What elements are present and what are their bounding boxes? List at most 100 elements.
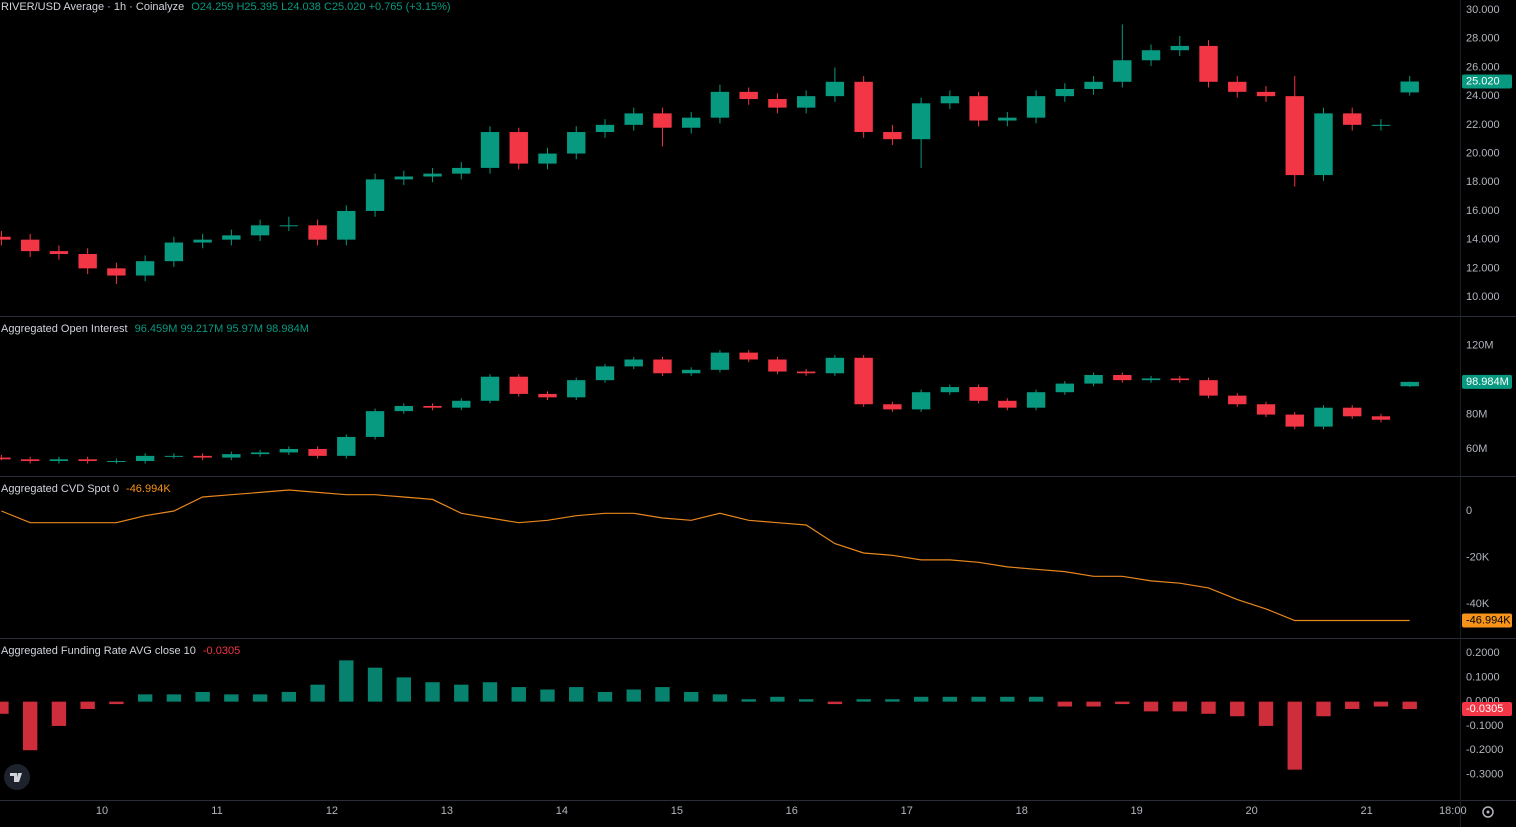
candle-body: [624, 113, 643, 125]
funding-bar: [166, 694, 182, 702]
funding-bar: [770, 696, 785, 702]
candle-body: [279, 225, 299, 227]
funding-bar: [1143, 701, 1159, 712]
x-tick-label: 17: [901, 805, 913, 817]
candle-body: [1084, 374, 1103, 384]
candle-body: [394, 405, 413, 412]
funding-bar: [827, 701, 843, 705]
last-value-badge: [1462, 702, 1512, 717]
y-tick-label: 24.000: [1466, 90, 1500, 102]
funding-bar: [339, 660, 354, 702]
y-tick-label: 0.1000: [1466, 671, 1500, 683]
candle-body: [1400, 81, 1419, 93]
x-tick-label: 18:00: [1439, 805, 1467, 817]
pane-title: Aggregated Funding Rate AVG close 10: [1, 645, 196, 657]
funding-bar: [1345, 701, 1360, 709]
candle-body: [1285, 96, 1304, 176]
candle-body: [0, 236, 11, 240]
last-value-label: -0.0305: [1466, 703, 1503, 715]
candle-body: [78, 459, 97, 462]
candle-body: [1170, 378, 1189, 381]
candle-body: [480, 376, 500, 401]
y-tick-label: 22.000: [1466, 119, 1500, 131]
funding-bar: [396, 677, 411, 702]
gear-center[interactable]: [1486, 810, 1490, 814]
funding-bar: [511, 687, 526, 702]
candle-body: [452, 400, 471, 408]
pane-title: Aggregated CVD Spot 0: [1, 483, 119, 495]
x-tick-label: 21: [1360, 805, 1372, 817]
funding-bar: [741, 699, 756, 702]
tradingview-logo[interactable]: [4, 764, 30, 790]
funding-bar: [942, 696, 958, 702]
funding-bar: [425, 682, 440, 702]
funding-bar: [454, 684, 469, 702]
candle-body: [1400, 381, 1419, 387]
candle-body: [222, 235, 241, 240]
candle-body: [222, 454, 241, 458]
x-tick-label: 19: [1131, 805, 1143, 817]
candle-body: [710, 91, 730, 118]
candle-body: [480, 132, 500, 168]
candle-body: [365, 411, 385, 437]
candle-body: [940, 96, 960, 104]
y-tick-label: 14.000: [1466, 234, 1500, 246]
funding-bar: [913, 696, 929, 702]
last-value-badge: [1462, 74, 1512, 89]
x-tick-label: 14: [556, 805, 568, 817]
candle-body: [1256, 91, 1276, 97]
funding-bar: [1086, 701, 1101, 707]
pane-title: Aggregated Open Interest: [1, 323, 128, 335]
candle-body: [20, 459, 40, 462]
candle-body: [739, 91, 758, 100]
candle-body: [279, 448, 299, 453]
cvd-line: [1, 489, 1410, 622]
candle-body: [624, 359, 643, 367]
candle-body: [653, 113, 672, 128]
funding-bar: [1258, 701, 1274, 726]
y-tick-label: -40K: [1466, 598, 1490, 610]
settings-button[interactable]: [1482, 806, 1494, 818]
candle-body: [969, 96, 988, 121]
candle-body: [883, 132, 902, 140]
candle-body: [710, 352, 730, 370]
candle-body: [1228, 395, 1247, 405]
candle-body: [423, 173, 442, 177]
funding-bar: [80, 701, 95, 709]
candle-body: [164, 242, 184, 262]
funding-bar: [798, 699, 814, 702]
candle-body: [1343, 407, 1362, 417]
x-tick-label: 13: [441, 805, 453, 817]
funding-bar: [1287, 701, 1302, 770]
y-tick-label: 26.000: [1466, 61, 1500, 73]
logo-mark[interactable]: [10, 773, 22, 782]
pane-values: -0.0305: [203, 645, 240, 657]
candle-body: [1228, 81, 1247, 92]
funding-bar: [1316, 701, 1331, 717]
y-tick-label: 120M: [1466, 340, 1494, 352]
candle-body: [1256, 404, 1276, 415]
funding-bar: [0, 701, 9, 714]
candle-body: [0, 457, 11, 460]
candle-body: [337, 436, 356, 456]
candle-body: [854, 357, 873, 405]
candle-body: [1141, 50, 1161, 61]
y-tick-label: 28.000: [1466, 33, 1500, 45]
funding-bar: [1230, 701, 1245, 717]
y-tick-label: -0.3000: [1466, 768, 1503, 780]
candle-body: [308, 225, 327, 240]
candle-body: [1371, 124, 1391, 126]
candle-body: [940, 387, 960, 393]
gear-icon[interactable]: [1482, 806, 1494, 818]
candle-body: [107, 461, 126, 463]
funding-bar: [482, 682, 498, 702]
funding-bar: [540, 689, 555, 702]
funding-bar: [195, 691, 210, 702]
pane-title: RIVER/USD Average · 1h · Coinalyze: [1, 1, 184, 13]
funding-bar: [1115, 701, 1130, 705]
candle-body: [538, 153, 557, 164]
candle-body: [135, 261, 155, 276]
funding-bar: [597, 691, 613, 702]
y-tick-label: 18.000: [1466, 176, 1500, 188]
